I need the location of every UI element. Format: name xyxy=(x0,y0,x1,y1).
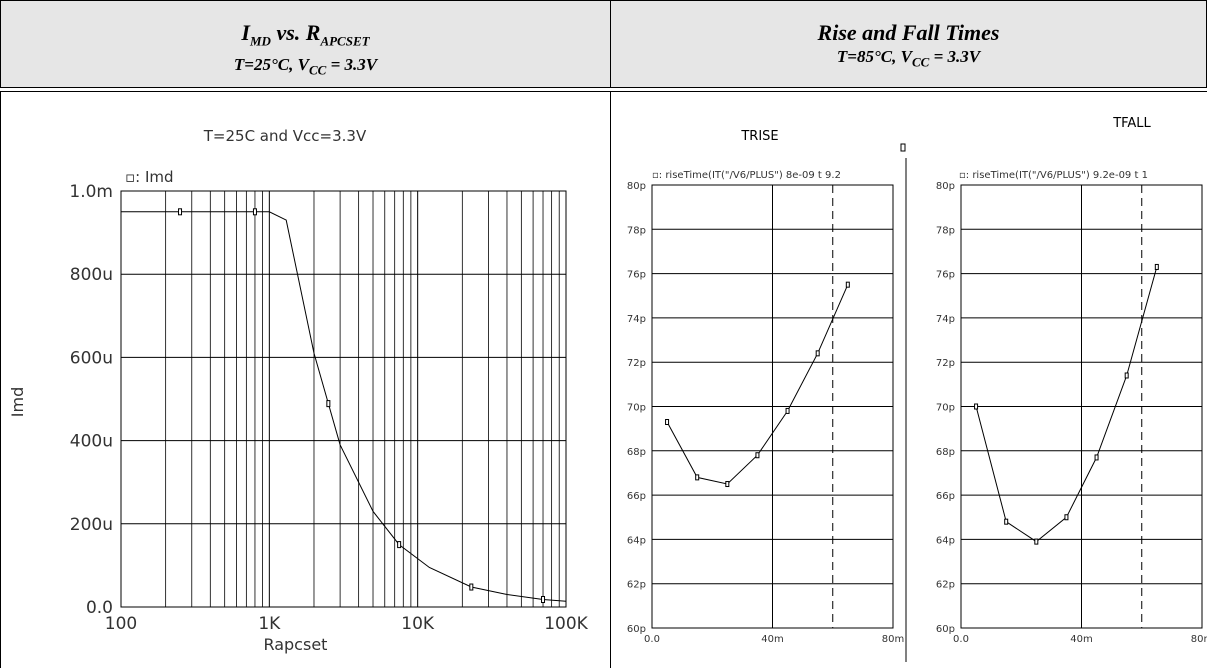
x-tick-label: 100 xyxy=(105,614,137,634)
panel-divider xyxy=(610,91,611,668)
x-tick-label: 0.0 xyxy=(953,634,969,645)
y-tick-label: 70p xyxy=(627,403,646,414)
y-tick-label: 600u xyxy=(70,348,113,368)
legend-label: ▫: riseTime(IT("/V6/PLUS") 9.2e-09 t 1 xyxy=(959,170,1148,181)
y-tick-label: 62p xyxy=(627,580,646,591)
y-tick-label: 66p xyxy=(627,491,646,502)
series-line-imd xyxy=(121,211,567,602)
y-tick-label: 60p xyxy=(627,624,646,635)
y-tick-label: 78p xyxy=(627,225,646,236)
y-tick-label: 70p xyxy=(936,403,955,414)
y-tick-label: 64p xyxy=(627,535,646,546)
x-tick-label: 0.0 xyxy=(644,634,660,645)
data-marker xyxy=(755,452,760,459)
header-left-title: IMD vs. RAPCSET xyxy=(241,20,370,49)
header-right-title: Rise and Fall Times xyxy=(817,20,1000,45)
legend-label: ▫: riseTime(IT("/V6/PLUS") 8e-09 t 9.2 xyxy=(652,170,841,181)
x-tick-label: 100K xyxy=(544,614,588,634)
y-tick-label: 74p xyxy=(627,314,646,325)
data-marker xyxy=(541,596,546,604)
data-marker xyxy=(725,481,730,488)
data-marker xyxy=(1004,518,1009,525)
chart-title: TFALL xyxy=(1112,116,1151,131)
x-tick-label: 1K xyxy=(258,614,281,634)
y-tick-label: 68p xyxy=(627,447,646,458)
y-tick-label: 72p xyxy=(936,358,955,369)
data-marker xyxy=(1034,538,1039,545)
header-imd-vs-rapcset: IMD vs. RAPCSET T=25°C, VCC = 3.3V xyxy=(0,0,611,88)
data-marker xyxy=(1094,454,1099,461)
data-marker xyxy=(1124,372,1129,379)
data-marker xyxy=(815,350,820,357)
chart-title: TRISE xyxy=(740,129,778,144)
data-marker xyxy=(252,208,257,216)
data-marker xyxy=(469,583,474,591)
y-tick-label: 0.0 xyxy=(86,598,113,618)
y-tick-label: 400u xyxy=(70,432,113,452)
data-marker xyxy=(326,400,331,408)
header-left-conditions: T=25°C, VCC = 3.3V xyxy=(233,55,378,78)
y-tick-label: 76p xyxy=(627,270,646,281)
x-tick-label: 80m xyxy=(1191,634,1207,645)
x-tick-label: 10K xyxy=(401,614,435,634)
header-divider xyxy=(0,91,1207,92)
x-axis-label: Rapcset xyxy=(263,635,327,654)
y-tick-label: 80p xyxy=(936,181,955,192)
y-tick-label: 60p xyxy=(936,624,955,635)
data-marker xyxy=(695,474,700,481)
data-marker xyxy=(178,208,183,216)
y-axis-label: Imd xyxy=(8,387,27,417)
chart-title: T=25C and Vcc=3.3V xyxy=(203,127,367,145)
y-tick-label: 80p xyxy=(627,181,646,192)
y-tick-label: 66p xyxy=(936,491,955,502)
y-tick-label: 74p xyxy=(936,314,955,325)
y-tick-label: 64p xyxy=(936,535,955,546)
data-marker xyxy=(974,403,979,410)
x-tick-label: 40m xyxy=(761,634,783,645)
y-tick-label: 76p xyxy=(936,270,955,281)
data-marker xyxy=(845,281,850,288)
series-line xyxy=(975,266,1158,543)
trise-chart: TRISE 60p 62p 64p 66p 68p 70p 72p 74p 76p 78p 80p 0.… xyxy=(627,129,907,662)
data-marker xyxy=(665,419,670,426)
y-tick-label: 1.0m xyxy=(69,182,113,202)
header-rise-fall-times: Rise and Fall Times T=85°C, VCC = 3.3V xyxy=(610,0,1207,88)
tfall-chart: TFALL 60p 62p 64p 66p 68p 70p 72p 74p 76p 78p 80p 0.… xyxy=(936,116,1207,645)
y-tick-label: 72p xyxy=(627,358,646,369)
y-tick-label: 62p xyxy=(936,580,955,591)
left-border xyxy=(0,91,1,668)
panel-marker-icon xyxy=(900,143,906,152)
data-marker xyxy=(397,541,402,549)
x-tick-label: 80m xyxy=(882,634,904,645)
imd-vs-rapcset-chart: T=25C and Vcc=3.3V 0.0 200u 400u 600u 800u 1.0… xyxy=(8,127,589,654)
y-tick-label: 68p xyxy=(936,447,955,458)
y-tick-label: 78p xyxy=(936,225,955,236)
data-marker xyxy=(1154,263,1159,270)
data-marker xyxy=(785,407,790,414)
plot-frame xyxy=(120,190,567,608)
legend-label: ▫: Imd xyxy=(125,168,174,186)
y-tick-label: 800u xyxy=(70,265,113,285)
header-right-conditions: T=85°C, VCC = 3.3V xyxy=(836,47,981,70)
x-tick-label: 40m xyxy=(1070,634,1092,645)
data-marker xyxy=(1064,514,1069,521)
y-tick-label: 200u xyxy=(70,515,113,535)
